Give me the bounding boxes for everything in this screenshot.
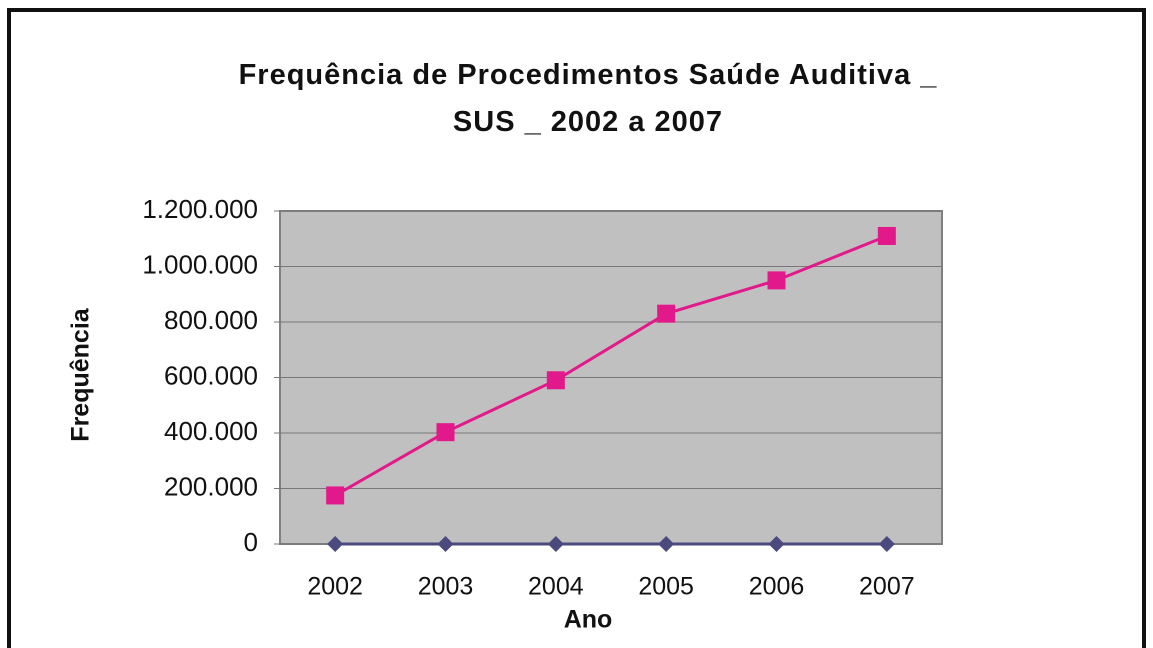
x-tick-label: 2005 — [638, 573, 694, 601]
point-marker — [436, 423, 455, 442]
point-marker — [768, 536, 785, 552]
point-marker — [767, 271, 786, 290]
point-marker — [658, 536, 675, 552]
series-line — [334, 234, 888, 497]
y-tick-label: 800.000 — [164, 305, 258, 335]
y-tick-label: 200.000 — [164, 471, 258, 501]
x-axis-label: Ano — [564, 606, 613, 634]
y-tick-label: 1.200.000 — [142, 194, 258, 224]
chart-title: Frequência de Procedimentos Saúde Auditi… — [238, 59, 938, 138]
x-tick-label: 2004 — [528, 573, 584, 601]
point-marker — [437, 536, 454, 552]
x-tick-label: 2002 — [307, 573, 363, 601]
point-marker — [326, 486, 345, 505]
point-marker — [546, 371, 565, 390]
y-tick-label: 1.000.000 — [142, 249, 258, 279]
chart-frame — [7, 8, 1146, 648]
y-axis-label: Frequência — [67, 307, 95, 441]
point-marker — [878, 536, 895, 552]
y-tick-label: 600.000 — [164, 360, 258, 390]
x-tick-label: 2003 — [418, 573, 474, 601]
x-tick-label: 2007 — [859, 573, 915, 601]
x-tick-label: 2006 — [749, 573, 805, 601]
y-tick-label: 400.000 — [164, 416, 258, 446]
point-marker — [547, 536, 564, 552]
y-tick-label: 0 — [244, 527, 258, 557]
point-marker — [877, 226, 896, 245]
point-marker — [657, 304, 676, 323]
point-marker — [327, 536, 344, 552]
